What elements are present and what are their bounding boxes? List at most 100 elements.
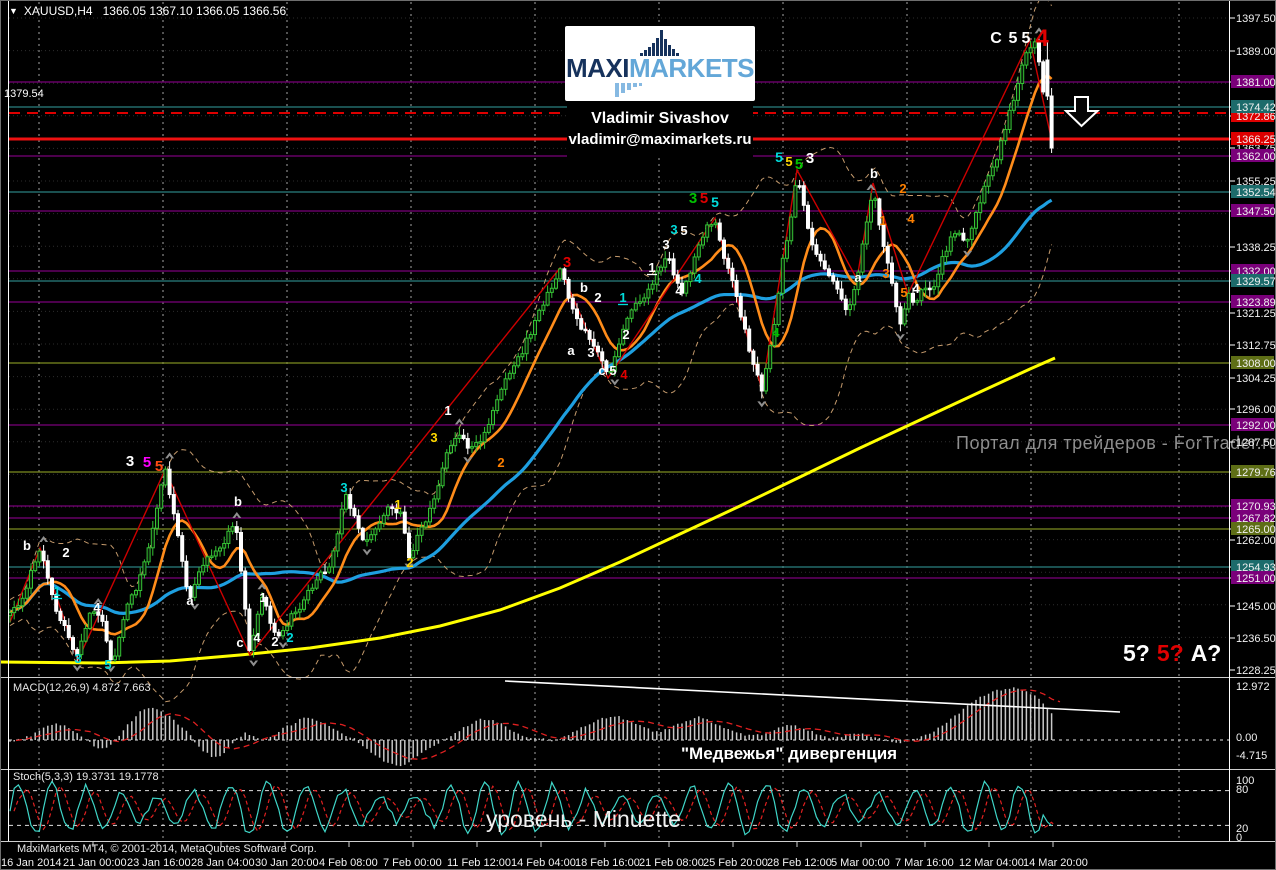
wave-label: 1	[879, 213, 886, 228]
candle-body	[902, 308, 907, 325]
candle-body	[461, 434, 466, 440]
candle-body	[738, 295, 743, 318]
fractal-up-icon	[93, 597, 103, 604]
candle-body	[680, 282, 684, 294]
candle-body	[327, 566, 332, 573]
price-label-bg	[1231, 499, 1274, 512]
candle-body	[465, 438, 470, 449]
price-label-bg	[1231, 356, 1274, 369]
author-card: Vladimir Sivashov vladimir@maximarkets.r…	[567, 103, 753, 157]
wave-label: 3	[126, 453, 134, 470]
chart-legend: ▼ XAUUSD,H4 1366.05 1367.10 1366.05 1366.5…	[9, 4, 286, 18]
orange-ma-line	[9, 73, 1053, 636]
candle-body	[612, 356, 617, 372]
fractal-up-icon	[866, 184, 876, 191]
price-label-bg	[1231, 511, 1274, 524]
price-axis-label: 1265.00	[1236, 524, 1276, 536]
stoch-scale-label: 80	[1236, 784, 1248, 796]
wave-label: a	[567, 343, 575, 358]
wave-label: 3	[670, 222, 677, 237]
candle-body	[155, 507, 159, 529]
wave-label: 1	[394, 497, 401, 512]
candle-body	[407, 532, 411, 559]
candle-body	[1016, 83, 1020, 101]
candle-body	[558, 268, 563, 280]
candle-body	[936, 273, 941, 288]
price-axis-label: 1366.25	[1236, 134, 1276, 146]
candle-body	[625, 317, 630, 330]
candle-body	[915, 300, 920, 303]
quote-ohlc: 1366.05 1367.10 1366.05 1366.56	[102, 4, 287, 18]
candle-body	[961, 232, 966, 241]
candle-body	[428, 507, 432, 523]
candle-body	[755, 363, 760, 376]
macd-scale-label: 0.00	[1236, 732, 1257, 744]
time-axis-label: 28 Feb 12:00	[767, 857, 832, 869]
candle-body	[974, 212, 978, 229]
candle-body	[852, 289, 857, 306]
wave-label: b	[234, 494, 242, 509]
candle-body	[356, 515, 361, 529]
candle-body	[801, 185, 806, 206]
wave-label: 4	[93, 600, 101, 615]
candle-body	[982, 185, 987, 204]
candle-body	[348, 494, 353, 509]
candle-body	[247, 608, 252, 651]
candle-body	[953, 233, 957, 238]
time-axis-label: 5 Mar 00:00	[831, 857, 890, 869]
candle-body	[390, 506, 395, 509]
candle-body	[814, 244, 819, 255]
candle-body	[701, 236, 705, 246]
candle-body	[184, 560, 189, 588]
fractal-down-icon	[463, 457, 473, 464]
candle-body	[730, 267, 735, 281]
candle-body	[171, 494, 176, 515]
candle-body	[226, 530, 231, 544]
candle-body	[1045, 59, 1050, 97]
candle-body	[533, 320, 537, 336]
candle-body	[692, 256, 697, 274]
time-axis-label: 14 Feb 04:00	[511, 857, 576, 869]
candle-body	[62, 620, 67, 626]
time-axis-label: 14 Mar 20:00	[1023, 857, 1088, 869]
candle-body	[360, 527, 365, 541]
bollinger-lower	[9, 244, 1053, 703]
wave-label: 1	[53, 584, 60, 599]
down-arrow-icon	[1063, 96, 1101, 128]
price-axis-label: 1296.00	[1236, 404, 1276, 416]
wave-label: 5	[680, 223, 687, 238]
candle-body	[222, 542, 227, 549]
candle-body	[377, 522, 382, 530]
wave-label: 1	[619, 290, 626, 305]
candle-body	[12, 607, 17, 614]
price-label-bg	[1231, 132, 1274, 145]
candle-body	[919, 289, 924, 302]
candle-body	[314, 579, 319, 589]
candle-body	[575, 308, 579, 320]
candle-body	[747, 328, 752, 352]
candle-body	[906, 292, 911, 310]
candle-body	[386, 506, 390, 516]
candle-body	[768, 345, 773, 370]
time-axis-label: 28 Jan 04:00	[191, 857, 255, 869]
candle-body	[554, 278, 558, 289]
candle-body	[978, 202, 983, 214]
candle-body	[965, 238, 970, 242]
wave-label: a	[186, 593, 194, 608]
candle-body	[243, 570, 248, 610]
logo-maxi: MAXI	[565, 53, 630, 83]
candle-body	[856, 271, 861, 291]
wave-label: C	[990, 30, 1002, 47]
candle-body	[482, 431, 487, 443]
fractal-up-icon	[39, 536, 49, 543]
candle-body	[264, 596, 269, 607]
candle-body	[600, 351, 605, 362]
candle-body	[213, 550, 218, 557]
time-axis-label: 16 Jan 2014	[1, 857, 62, 869]
author-name: Vladimir Sivashov	[591, 110, 729, 127]
logo-reflection-icon	[615, 83, 642, 97]
price-axis-label: 1270.93	[1236, 501, 1276, 513]
symbol-dropdown-icon[interactable]: ▼	[9, 6, 18, 16]
candle-body	[440, 467, 445, 487]
